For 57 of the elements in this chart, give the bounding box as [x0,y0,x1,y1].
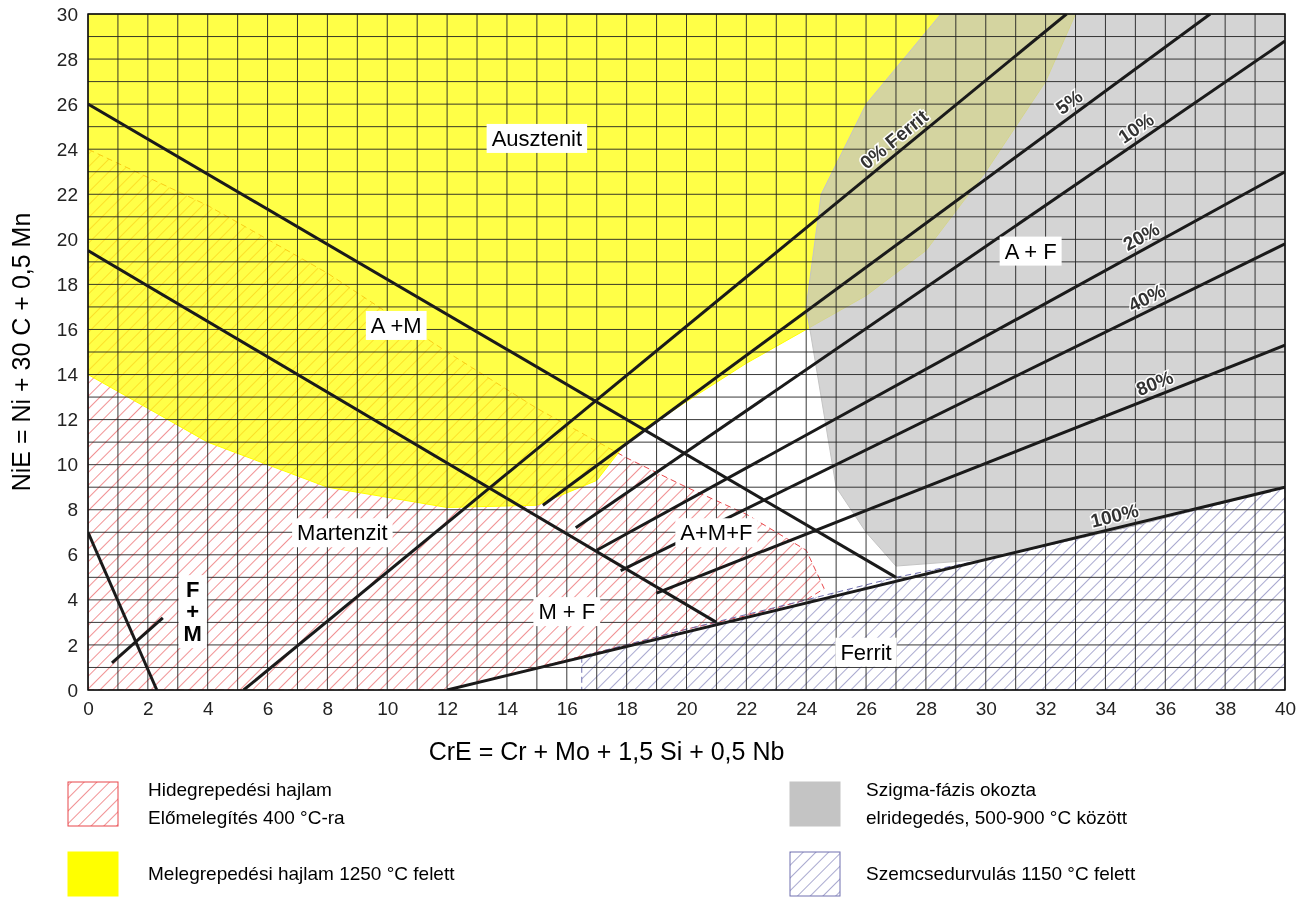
y-tick-label: 0 [67,679,78,701]
text: 100% [1088,499,1141,532]
annotation: M + F [538,599,596,625]
y-tick-label: 10 [56,454,78,476]
y-tick-label: 6 [67,544,78,566]
y-tick-label: 22 [56,183,78,205]
y-tick-label: 24 [56,138,79,160]
x-tick-label: 14 [496,698,519,720]
y-axis-title: NiE = Ni + 30 C + 0,5 Mn [7,212,35,492]
x-tick-label: 16 [556,698,578,720]
x-tick-label: 36 [1155,698,1177,720]
x-tick-label: 0 [83,698,94,720]
text: 5% [1052,85,1087,119]
y-tick-label: 8 [67,499,78,521]
annotation: A + F [1004,238,1057,264]
x-tick-label: 20 [676,698,698,720]
x-tick-label: 12 [437,698,459,720]
y-tick-label: 26 [56,93,78,115]
x-axis-title: CrE = Cr + Mo + 1,5 Si + 0,5 Nb [428,737,785,765]
y-tick-label: 20 [56,228,78,250]
x-tick-label: 8 [322,698,334,720]
y-tick-label: 12 [56,409,78,431]
annotation: Ferrit [840,639,892,665]
x-tick-label: 40 [1274,698,1297,720]
legend-label: Szemcsedurvulás 1150 °C felett [866,863,1136,884]
y-tick-label: 2 [67,634,78,656]
text: 20% [1119,218,1164,255]
annotation: Martenzit [297,520,388,546]
y-tick-label: 4 [67,589,79,611]
x-tick-label: 32 [1035,698,1057,720]
x-tick-label: 4 [202,698,214,720]
x-tick-label: 10 [377,698,399,720]
annotation: A +M [370,312,422,338]
y-tick-label: 16 [56,319,78,341]
x-tick-label: 34 [1095,698,1117,720]
x-tick-label: 2 [143,698,154,720]
x-tick-label: 22 [736,698,758,720]
y-tick-label: 18 [56,273,78,295]
y-tick-label: 30 [56,3,78,25]
legend-label: Melegrepedési hajlam 1250 °C felett [148,863,456,884]
y-tick-label: 14 [56,364,79,386]
x-tick-label: 6 [262,698,274,720]
legend-label: Szigma-fázis okozta elridegedés, 500-900 °C között [866,779,1128,828]
y-tick-label: 28 [56,48,78,70]
x-tick-label: 18 [616,698,638,720]
text: 80% [1133,366,1177,400]
annotation: Ausztenit [491,125,583,151]
annotation: A+M+F [680,520,753,546]
x-tick-label: 26 [855,698,878,720]
x-tick-label: 30 [975,698,997,720]
x-tick-label: 38 [1215,698,1237,720]
text: 10% [1114,108,1158,148]
text: 40% [1124,280,1169,316]
x-tick-label: 24 [796,698,818,720]
legend-label: Hidegrepedési hajlam Előmelegítés 400 °C-ra [148,779,346,828]
x-tick-label: 28 [915,698,937,720]
annotation: F + M [183,577,202,647]
